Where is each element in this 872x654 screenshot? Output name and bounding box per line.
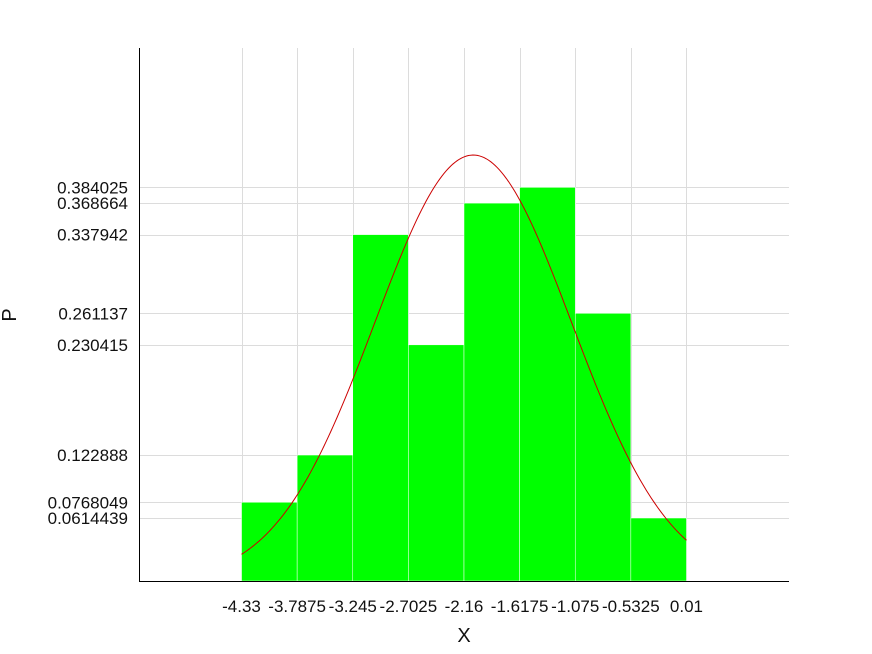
x-tick-label: -0.5325 [602,597,660,616]
x-tick-label: -3.7875 [268,597,326,616]
histogram-bar [519,187,576,582]
histogram-bar [574,313,632,582]
density-curve [241,154,687,555]
y-tick-label: 0.0768049 [48,493,128,512]
x-tick-labels: -4.33 -3.7875 -3.245 -2.7025 -2.16 -1.6175 -1.… [222,597,703,616]
y-tick-label: 0.261137 [58,304,128,323]
y-tick-label: 0.0614439 [48,509,128,528]
histogram-bar [408,344,465,582]
histogram-bar [630,517,687,582]
x-tick-label: -1.075 [551,597,599,616]
histogram-bar [352,234,409,582]
x-tick-label: -3.245 [329,597,377,616]
x-tick-label: -2.16 [445,597,484,616]
y-tick-label: 0.368664 [57,194,128,213]
y-axis-title: P [0,308,21,321]
histogram-bar [463,202,520,582]
axes [139,48,789,582]
x-tick-label: 0.01 [670,597,703,616]
x-tick-label: -4.33 [222,597,261,616]
y-tick-label: 0.384025 [57,178,128,197]
histogram-bars [241,187,687,582]
y-tick-label: 0.337942 [57,226,128,245]
x-tick-label: -1.6175 [491,597,549,616]
histogram-bar [296,454,354,582]
y-tick-label: 0.230415 [57,336,128,355]
x-axis-title: X [457,625,470,647]
histogram-bar [241,502,298,582]
x-tick-label: -2.7025 [380,597,438,616]
y-tick-label: 0.122888 [57,446,128,465]
